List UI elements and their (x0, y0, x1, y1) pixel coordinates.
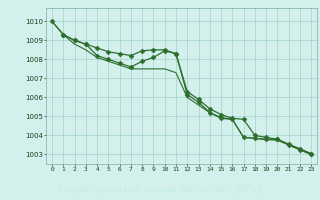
Text: Graphe pression niveau de la mer (hPa): Graphe pression niveau de la mer (hPa) (58, 185, 262, 194)
